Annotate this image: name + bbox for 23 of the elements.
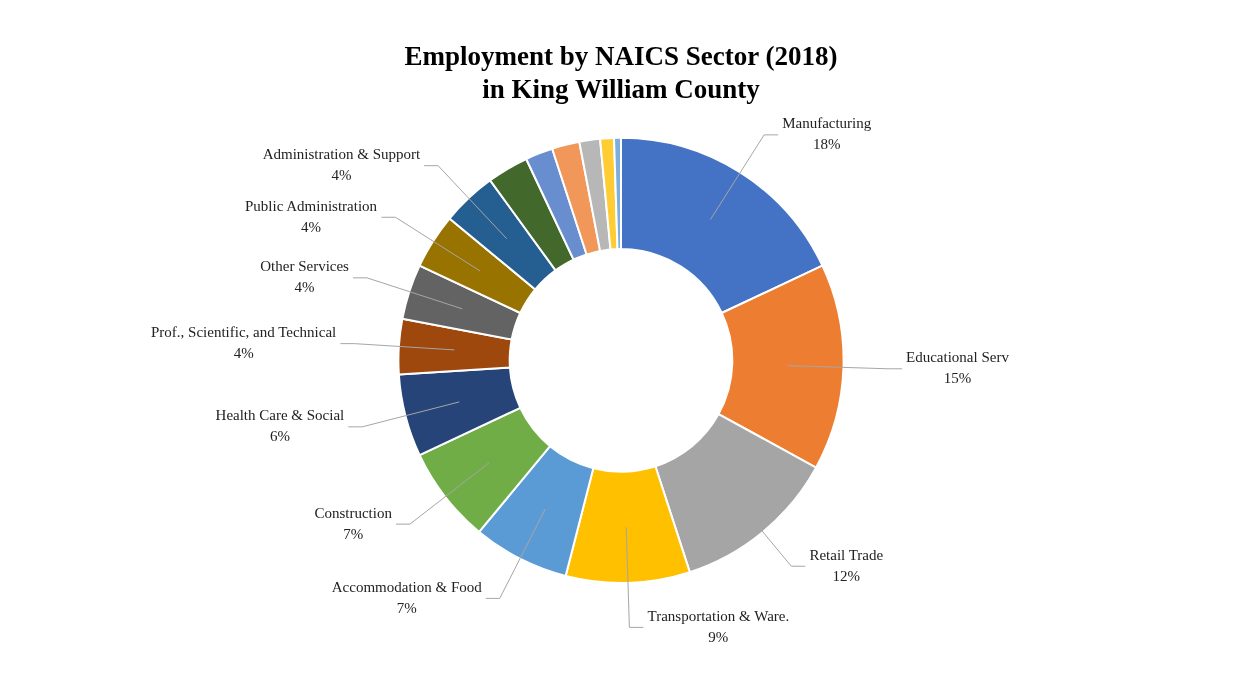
- slice-label: Educational Serv: [905, 349, 1010, 366]
- data-label: 9%: [708, 628, 729, 645]
- data-label: 7%: [343, 525, 364, 542]
- slice-label: Other Services: [260, 258, 350, 275]
- data-label: 4%: [294, 279, 315, 296]
- slice-label: Transportation & Ware.: [647, 607, 790, 624]
- slice-label: Manufacturing: [782, 115, 872, 132]
- slice-label: Construction: [314, 504, 393, 521]
- data-label: 6%: [269, 428, 290, 445]
- slice-label: Public Administration: [244, 197, 378, 214]
- data-label: 15%: [943, 370, 972, 387]
- data-label: 4%: [233, 345, 254, 362]
- data-label: 18%: [812, 136, 841, 153]
- chart-title: Employment by NAICS Sector (2018) in King William County: [404, 41, 838, 104]
- data-label: 12%: [832, 567, 861, 584]
- slice-label: Administration & Support: [262, 146, 421, 163]
- slice-label: Prof., Scientific, and Technical: [150, 324, 337, 341]
- data-label: 7%: [396, 599, 417, 616]
- slice-label: Retail Trade: [809, 546, 884, 563]
- slice-label: Accommodation & Food: [331, 578, 483, 595]
- data-label: 4%: [301, 218, 322, 235]
- data-label: 4%: [331, 167, 352, 184]
- slice-label: Health Care & Social: [215, 407, 345, 424]
